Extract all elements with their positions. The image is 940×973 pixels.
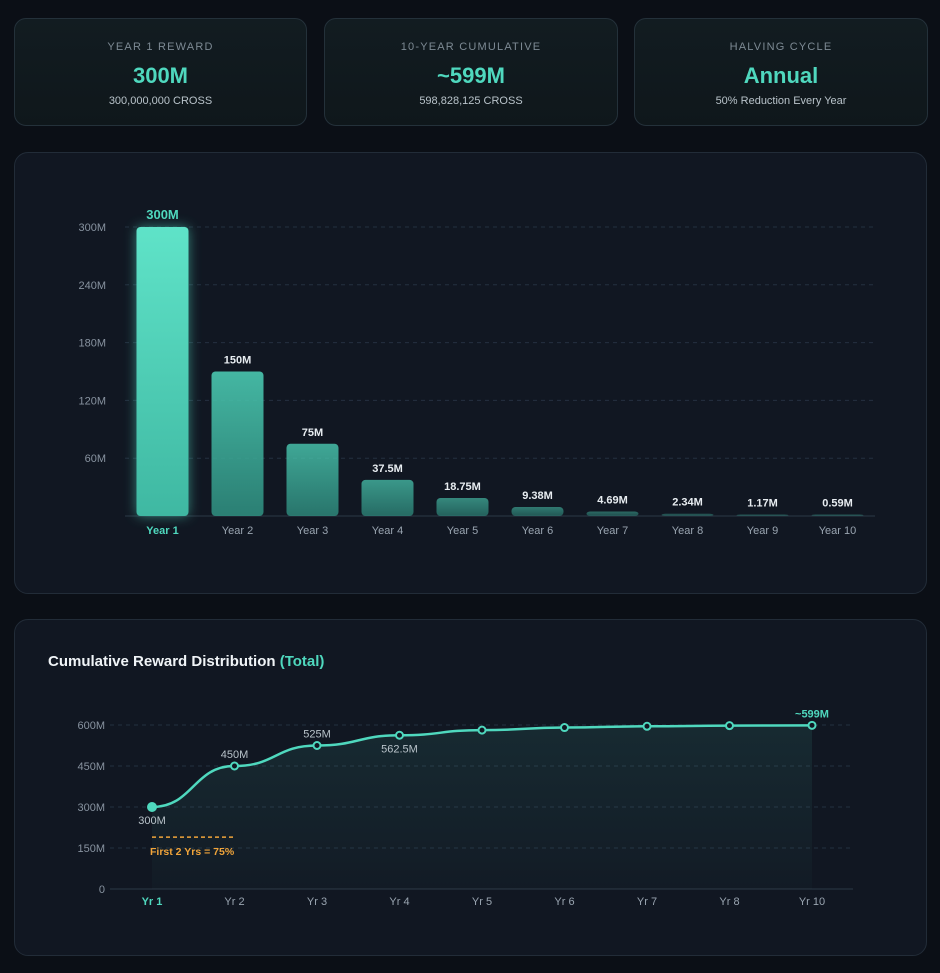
bar <box>136 227 189 516</box>
bar-value-label: 300M <box>146 207 179 222</box>
cumulative-reward-line-chart: 0 150M 300M 450M 600M Yr 1 Yr 2 Yr 3 Yr 4 Yr 5 Yr … <box>77 708 853 908</box>
y-tick-label: 0 <box>99 884 105 896</box>
bar-value-label: 2.34M <box>672 497 703 509</box>
annotation-label: First 2 Yrs = 75% <box>150 846 235 858</box>
bar <box>361 479 414 516</box>
stat-sub: 300,000,000 CROSS <box>108 95 213 107</box>
series-line <box>151 724 813 809</box>
y-tick-label: 300M <box>78 222 106 234</box>
stat-label: 10-YEAR CUMULATIVE <box>400 41 542 53</box>
point-value-label: 300M <box>138 815 166 827</box>
bar <box>586 511 639 516</box>
x-tick-label: Yr 4 <box>389 896 409 908</box>
bar-value-label: 9.38M <box>522 490 553 502</box>
x-tick-label: Year 8 <box>672 525 703 537</box>
bar-value-label: 0.59M <box>822 498 853 510</box>
y-tick-label: 300M <box>77 802 105 814</box>
x-tick-label: Year 5 <box>447 525 478 537</box>
chart-title-text: Cumulative Reward Distribution <box>48 653 276 670</box>
cumulative-reward-chart-panel: Cumulative Reward Distribution (Total) 0… <box>14 619 927 956</box>
bar <box>436 497 489 516</box>
data-point <box>147 802 157 812</box>
x-tick-label: Yr 8 <box>719 896 739 908</box>
y-tick-label: 240M <box>78 280 106 292</box>
y-tick-label: 180M <box>78 338 106 350</box>
stat-value: 300M <box>132 63 189 88</box>
bar <box>211 371 264 516</box>
chart-title-accent: (Total) <box>279 653 325 670</box>
data-point <box>560 723 569 733</box>
stat-value: ~599M <box>437 63 505 88</box>
y-tick-label: 120M <box>78 395 106 407</box>
y-tick-label: 150M <box>77 843 105 855</box>
stat-label: HALVING CYCLE <box>729 41 833 53</box>
y-tick-label: 450M <box>77 761 105 773</box>
bar <box>511 506 564 516</box>
stat-card-halving-cycle: HALVING CYCLE Annual 50% Reduction Every… <box>634 18 928 126</box>
x-tick-label: Yr 3 <box>307 896 327 908</box>
x-tick-label: Yr 7 <box>637 896 657 908</box>
stat-card-year1-reward: YEAR 1 REWARD 300M 300,000,000 CROSS <box>14 18 307 126</box>
point-value-label: 562.5M <box>381 743 418 755</box>
stat-sub: 50% Reduction Every Year <box>715 95 847 107</box>
y-tick-label: 600M <box>77 720 105 732</box>
area-fill <box>152 725 812 889</box>
data-point <box>642 721 652 731</box>
y-tick-label: 60M <box>85 453 106 465</box>
bar-value-label: 18.75M <box>444 481 481 493</box>
x-tick-label: Year 9 <box>747 525 778 537</box>
bar-value-label: 37.5M <box>372 463 403 475</box>
x-tick-label: Year 3 <box>297 525 328 537</box>
x-tick-label: Year 7 <box>597 525 628 537</box>
data-point <box>395 730 404 740</box>
data-point <box>312 741 322 750</box>
point-value-label: ~599M <box>795 708 829 720</box>
chart-title: Cumulative Reward Distribution (Total) <box>48 653 324 670</box>
x-tick-label: Yr 5 <box>472 896 492 908</box>
data-point <box>725 721 734 731</box>
stat-value: Annual <box>743 63 819 88</box>
bar <box>736 514 789 516</box>
stat-label: YEAR 1 REWARD <box>107 41 214 53</box>
bar-value-label: 150M <box>224 355 252 367</box>
x-tick-label: Year 4 <box>372 525 403 537</box>
stat-card-10-year-cumulative: 10-YEAR CUMULATIVE ~599M 598,828,125 CRO… <box>324 18 618 126</box>
data-point <box>807 720 817 730</box>
data-point <box>477 725 487 735</box>
point-value-label: 450M <box>221 749 249 761</box>
x-tick-label: Year 2 <box>222 525 253 537</box>
bar <box>286 443 339 516</box>
bar <box>811 514 864 516</box>
x-tick-label: Yr 10 <box>799 896 825 908</box>
x-tick-label: Yr 1 <box>142 896 163 908</box>
x-tick-label: Year 6 <box>522 525 553 537</box>
bar-value-label: 75M <box>302 427 323 439</box>
bar-value-label: 1.17M <box>747 498 778 510</box>
annual-reward-bar-chart-panel: 60M 120M 180M 240M 300M 300M Year 1 150M Year 2 7… <box>14 152 927 594</box>
bar <box>661 513 714 516</box>
data-point <box>230 761 239 771</box>
x-tick-label: Year 10 <box>819 525 857 537</box>
annual-reward-bar-chart: 60M 120M 180M 240M 300M 300M Year 1 150M Year 2 7… <box>78 207 875 537</box>
x-tick-label: Yr 6 <box>554 896 574 908</box>
point-value-label: 525M <box>303 729 331 741</box>
x-tick-label: Yr 2 <box>224 896 244 908</box>
bar-value-label: 4.69M <box>597 494 628 506</box>
x-tick-label: Year 1 <box>146 525 178 537</box>
stat-sub: 598,828,125 CROSS <box>419 95 523 107</box>
